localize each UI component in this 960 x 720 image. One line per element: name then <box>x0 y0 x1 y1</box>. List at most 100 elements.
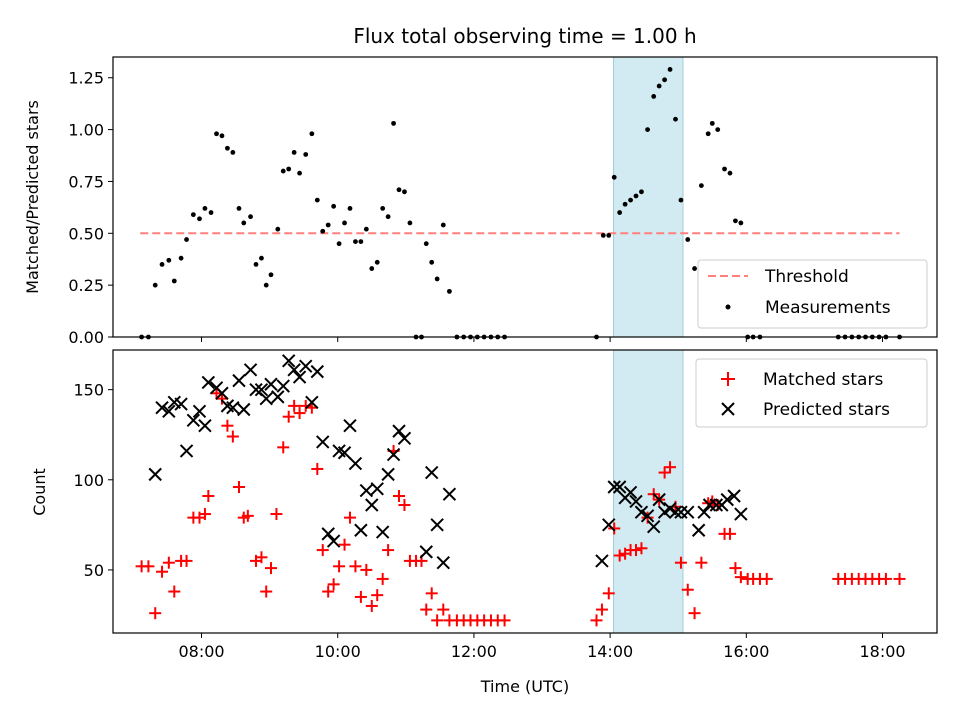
matched-star-point <box>322 585 335 598</box>
matched-star-point <box>338 538 351 551</box>
matched-star-point <box>343 511 356 524</box>
predicted-star-point <box>359 483 374 498</box>
measurement-point <box>190 212 196 218</box>
measurement-point <box>396 187 402 193</box>
predicted-star-point <box>192 404 207 418</box>
measurement-point <box>178 255 184 261</box>
measurement-point <box>698 183 704 188</box>
predicted-star-point <box>186 413 201 428</box>
matched-star-point <box>277 441 290 454</box>
matched-star-point <box>658 466 671 479</box>
measurement-point <box>639 189 644 195</box>
predicted-star-point <box>201 375 216 390</box>
matched-star-point <box>255 551 268 564</box>
measurement-point <box>253 262 259 267</box>
top-plot-frame <box>112 56 938 338</box>
x-tick-label: 08:00 <box>178 642 224 661</box>
predicted-star-point <box>215 386 229 400</box>
x-tick-label: 12:00 <box>451 642 497 661</box>
measurement-point <box>208 210 214 215</box>
predicted-star-point <box>602 518 616 532</box>
predicted-star-point <box>237 402 251 417</box>
measurement-point <box>685 237 691 242</box>
measurement-point <box>353 239 358 244</box>
predicted-star-point <box>316 435 330 449</box>
matched-star-point <box>360 563 373 576</box>
matched-star-point <box>316 544 329 557</box>
legend-matched-marker <box>721 372 735 386</box>
measurement-point <box>358 239 364 244</box>
matched-star-point <box>232 480 245 493</box>
measurement-point <box>303 152 309 157</box>
matched-star-point <box>425 587 438 600</box>
matched-star-point <box>311 462 324 475</box>
predicted-star-point <box>326 534 341 548</box>
bottom-y-axis-title: Count <box>30 468 49 516</box>
measurement-point <box>268 272 274 278</box>
matched-star-point <box>498 614 511 627</box>
predicted-star-point <box>607 480 621 494</box>
measurement-point <box>214 131 219 137</box>
matched-star-point <box>760 572 773 585</box>
measurement-point <box>440 222 446 228</box>
predicted-star-point <box>612 480 627 494</box>
measurement-point <box>286 166 292 172</box>
predicted-star-point <box>419 545 433 559</box>
matched-star-point <box>142 560 155 573</box>
measurement-point <box>738 220 744 226</box>
top-y-tick-label: 0.50 <box>68 224 104 243</box>
predicted-star-point <box>174 397 188 411</box>
measurement-point <box>622 201 628 207</box>
matched-star-point <box>681 583 694 596</box>
matched-star-point <box>221 419 234 432</box>
matched-star-point <box>595 603 608 616</box>
x-tick-label: 10:00 <box>315 642 361 661</box>
top-y-tick-label: 0.75 <box>68 172 104 191</box>
predicted-star-point <box>348 456 363 471</box>
matched-star-point <box>162 556 175 569</box>
matched-star-point <box>382 544 395 557</box>
matched-star-point <box>695 556 708 569</box>
matched-star-point <box>180 554 193 567</box>
measurement-point <box>171 278 177 284</box>
predicted-star-point <box>442 487 457 501</box>
measurement-point <box>225 145 230 151</box>
matched-star-point <box>349 560 362 573</box>
predicted-star-point <box>243 363 258 377</box>
measurement-point <box>645 127 650 132</box>
measurement-point <box>314 197 320 203</box>
matched-star-point <box>226 430 239 443</box>
predicted-star-point <box>381 467 395 482</box>
predicted-star-point <box>281 354 296 368</box>
predicted-star-point <box>595 554 609 568</box>
predicted-star-point <box>697 505 711 519</box>
matched-star-point <box>734 571 747 584</box>
matched-star-point <box>590 614 603 627</box>
measurement-point <box>715 127 721 132</box>
matched-star-point <box>198 508 211 521</box>
predicted-star-point <box>264 377 278 391</box>
predicted-star-point <box>148 467 162 482</box>
measurement-point <box>152 282 158 288</box>
bottom-plot-frame <box>112 349 938 634</box>
predicted-star-point <box>155 400 169 415</box>
predicted-star-point <box>397 431 412 446</box>
predicted-star-point <box>321 527 335 541</box>
top-y-axis-title: Matched/Predicted stars <box>23 100 42 294</box>
measurement-point <box>611 174 617 180</box>
matched-star-point <box>288 399 301 412</box>
predicted-star-point <box>162 404 176 418</box>
predicted-star-point <box>424 465 439 480</box>
legend-predicted-marker <box>721 402 735 416</box>
predicted-star-point <box>259 391 273 406</box>
matched-star-point <box>371 589 384 602</box>
matched-star-point <box>398 499 411 512</box>
measurement-point <box>722 166 727 172</box>
measurement-point <box>600 232 606 238</box>
bottom-y-tick-label: 100 <box>73 471 104 490</box>
measurement-point <box>656 83 662 89</box>
predicted-star-point <box>370 482 384 496</box>
measurement-point <box>709 120 715 126</box>
predicted-star-point <box>354 523 368 537</box>
